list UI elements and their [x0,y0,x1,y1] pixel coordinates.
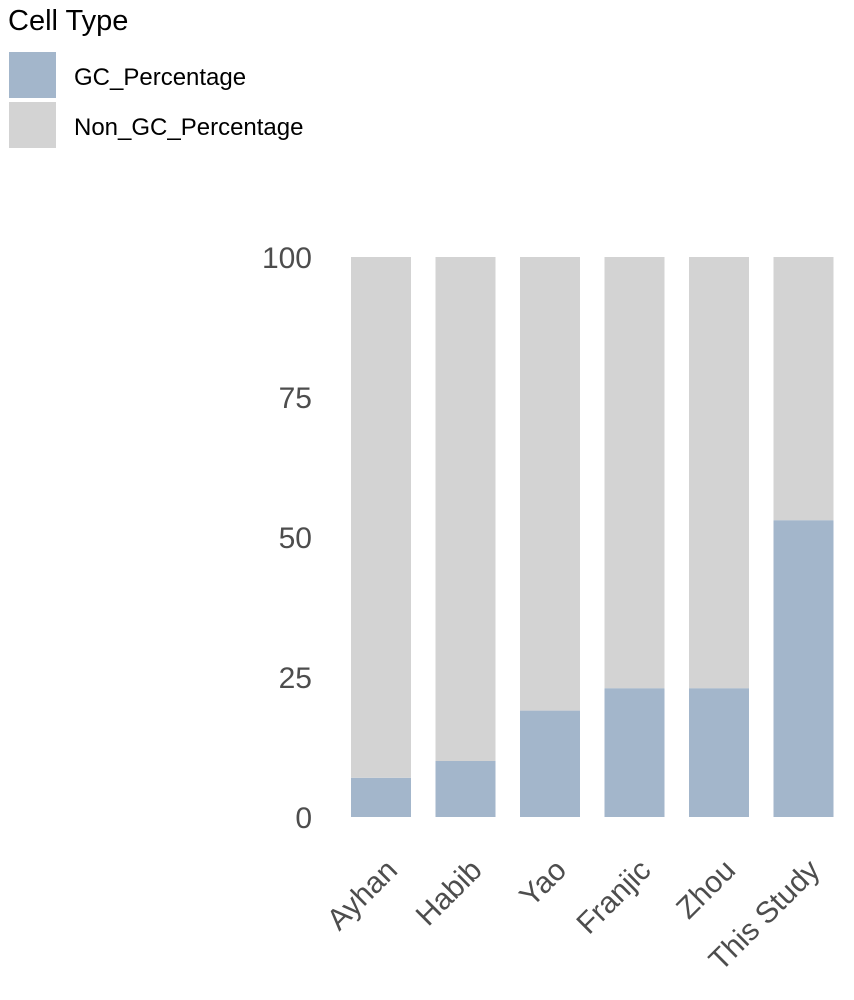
x-tick-label: Habib [410,854,489,933]
y-tick-label: 0 [295,802,312,835]
y-tick-label: 75 [279,382,312,415]
bars [351,257,834,817]
bar-gc-habib [435,761,496,817]
x-tick-label: Franjic [570,854,657,941]
bar-non-gc-this-study [773,257,834,521]
bar-gc-zhou [689,688,749,817]
bar-non-gc-zhou [689,257,749,689]
y-axis: 0 25 50 75 100 [262,242,312,835]
bar-gc-ayhan [351,777,411,817]
legend-swatch-non-gc [9,102,56,148]
bar-gc-franjic [604,688,665,817]
bar-gc-this-study [773,520,834,817]
x-tick-label: Zhou [670,854,742,926]
legend-swatch-gc [9,52,56,98]
y-tick-label: 100 [262,242,312,275]
legend-label-gc: GC_Percentage [74,64,246,91]
bar-non-gc-franjic [604,257,665,689]
bar-non-gc-yao [520,257,580,711]
y-tick-label: 50 [279,522,312,555]
legend-title: Cell Type [8,5,128,37]
bar-non-gc-ayhan [351,257,411,778]
y-tick-label: 25 [279,662,312,695]
legend: Cell Type GC_Percentage Non_GC_Percentag… [8,5,303,148]
x-tick-label: Ayhan [321,854,404,937]
x-tick-label: Yao [513,854,573,914]
legend-label-non-gc: Non_GC_Percentage [74,114,303,141]
bar-non-gc-habib [435,257,496,761]
bar-gc-yao [520,710,580,817]
